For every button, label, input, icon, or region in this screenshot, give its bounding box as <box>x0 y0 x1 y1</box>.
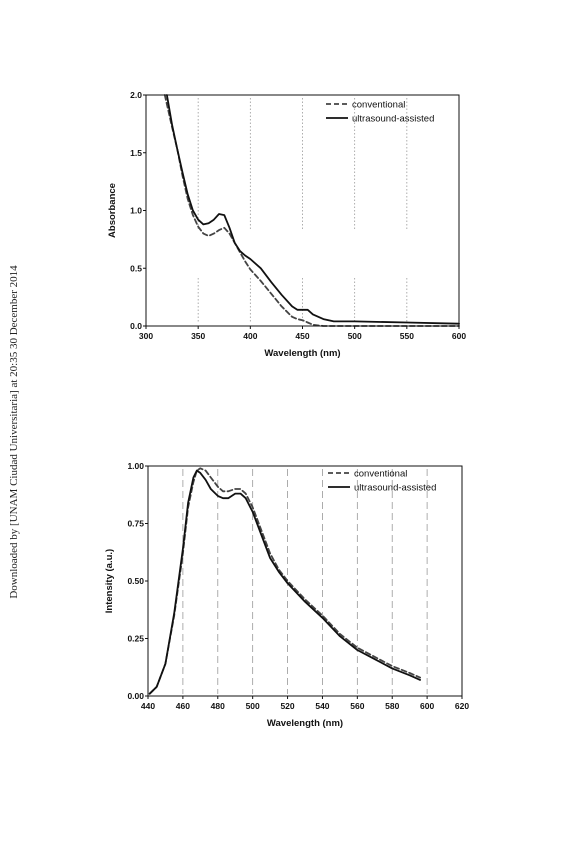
emission-y-tick-label: 0.50 <box>127 576 144 586</box>
absorbance-chart: 300 350 400 450 500 550 600 0.0 0.5 1.0 1.5 2.0 Wave… <box>107 90 466 359</box>
emission-x-tick-label: 500 <box>246 701 260 711</box>
emission-y-tick-label: 0.25 <box>127 634 144 644</box>
absorbance-x-tick-label: 450 <box>295 331 309 341</box>
emission-x-tick-label: 620 <box>455 701 469 711</box>
absorbance-x-tick-label: 550 <box>400 331 414 341</box>
absorbance-y-axis-title: Absorbance <box>107 183 118 238</box>
absorbance-series-ultrasound-assisted-line <box>165 94 460 325</box>
emission-plot-frame <box>147 465 463 697</box>
emission-y-axis-title: Intensity (a.u.) <box>104 549 115 613</box>
absorbance-x-tick-label: 400 <box>243 331 257 341</box>
emission-x-tick-label: 520 <box>280 701 294 711</box>
absorbance-x-tick-label: 600 <box>452 331 466 341</box>
emission-legend-label: ultrasound-assisted <box>354 483 436 494</box>
emission-x-tick-label: 440 <box>141 701 155 711</box>
absorbance-x-axis-title: Wavelength (nm) <box>264 348 340 359</box>
emission-x-tick-label: 580 <box>385 701 399 711</box>
absorbance-y-tick-label: 0.0 <box>130 321 142 331</box>
emission-series-ultrasound-assisted-line <box>148 469 422 695</box>
emission-x-axis-title: Wavelength (nm) <box>267 718 343 729</box>
emission-y-tick-label: 0.00 <box>127 691 144 701</box>
absorbance-legend: conventional ultrasound-assisted <box>326 100 434 125</box>
emission-x-tick-label: 480 <box>211 701 225 711</box>
absorbance-legend-label: conventional <box>352 100 405 111</box>
emission-legend: conventional ultrasound-assisted <box>328 469 436 494</box>
emission-y-tick-label: 1.00 <box>127 461 144 471</box>
emission-x-tick-label: 460 <box>176 701 190 711</box>
absorbance-y-tick-label: 1.5 <box>130 148 142 158</box>
emission-x-tick-label: 560 <box>350 701 364 711</box>
emission-chart: 440 460 480 500 520 540 560 580 600 620 0.00 0.25 0.… <box>104 461 469 729</box>
emission-x-tick-label: 540 <box>315 701 329 711</box>
absorbance-series-conventional-line <box>163 94 460 327</box>
absorbance-y-tick-label: 0.5 <box>130 263 142 273</box>
absorbance-legend-label: ultrasound-assisted <box>352 114 434 125</box>
absorbance-y-tick-label: 1.0 <box>130 206 142 216</box>
absorbance-x-tick-label: 500 <box>348 331 362 341</box>
absorbance-x-tick-label: 300 <box>139 331 153 341</box>
emission-x-tick-label: 600 <box>420 701 434 711</box>
emission-y-tick-label: 0.75 <box>127 519 144 529</box>
absorbance-y-tick-label: 2.0 <box>130 90 142 100</box>
emission-legend-label: conventional <box>354 469 407 480</box>
absorbance-x-tick-label: 350 <box>191 331 205 341</box>
